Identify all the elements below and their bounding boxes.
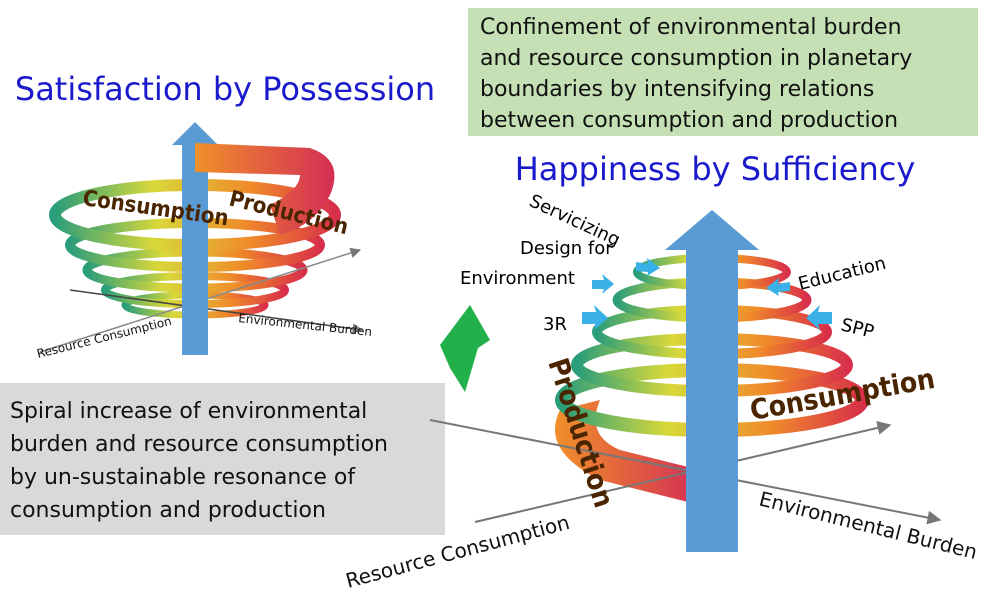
right-title: Happiness by Sufficiency: [515, 150, 916, 188]
axis-label: Environmental Burden: [238, 311, 373, 339]
measure-label: Education: [796, 253, 888, 295]
left-title: Satisfaction by Possession: [15, 70, 435, 108]
caption-line: consumption and production: [10, 498, 326, 523]
diagram: Satisfaction by Possession Consumption P…: [0, 0, 995, 594]
measure-label: Design for: [520, 238, 613, 259]
note-line: between consumption and production: [480, 108, 898, 133]
note-line: and resource consumption in planetary: [480, 46, 912, 71]
measure-label: 3R: [543, 314, 567, 335]
axis-label: Resource Consumption: [35, 314, 173, 361]
axis-label: Environmental Burden: [757, 487, 980, 564]
caption-line: Spiral increase of environmental: [10, 399, 367, 424]
note-line: Confinement of environmental burden: [480, 15, 902, 40]
measure-label: SPP: [839, 314, 876, 342]
note-line: boundaries by intensifying relations: [480, 77, 874, 102]
caption-line: burden and resource consumption: [10, 432, 388, 457]
caption-line: by un-sustainable resonance of: [10, 465, 356, 490]
measure-label: Environment: [460, 268, 575, 289]
transition-arrow: [440, 305, 490, 392]
